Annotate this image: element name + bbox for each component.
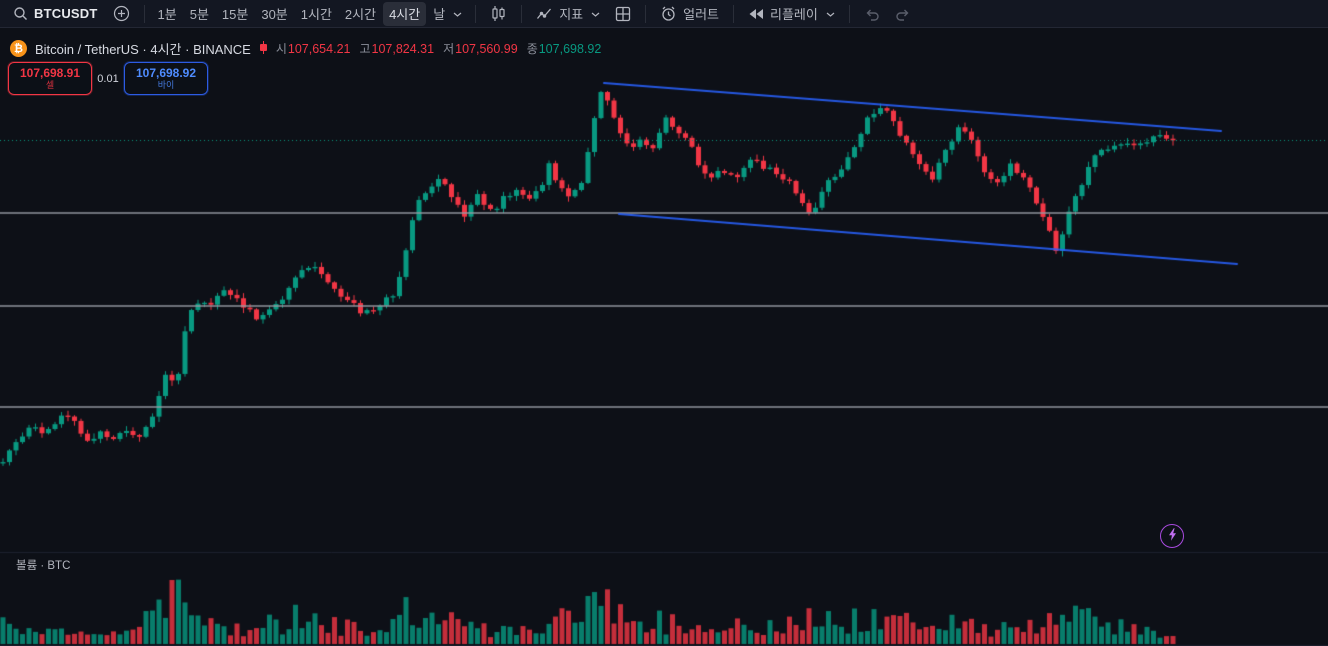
alarm-clock-icon <box>660 5 677 22</box>
toolbar-separator <box>521 4 523 23</box>
interval-day-label: 날 <box>433 7 446 22</box>
indicator-line-icon <box>536 5 553 22</box>
alert-button[interactable]: 얼러트 <box>653 2 726 26</box>
ohlc-close: 종107,698.92 <box>526 42 602 56</box>
plus-circle-icon <box>113 5 130 22</box>
lightning-bolt-icon <box>1168 528 1177 544</box>
trade-widget: 107,698.91 셀 0.01 107,698.92 바이 <box>8 62 208 95</box>
toolbar-separator <box>733 4 735 23</box>
interval-button-4h[interactable]: 4시간 <box>383 1 427 26</box>
add-symbol-button[interactable] <box>106 2 137 26</box>
chart-legend: ₿ Bitcoin / TetherUS · 4시간 · BINANCE 시10… <box>10 39 601 58</box>
chart-type-button[interactable] <box>483 2 514 26</box>
layout-select-button[interactable] <box>608 2 638 26</box>
replay-button[interactable]: 리플레이 <box>741 2 842 26</box>
indicators-button[interactable]: 지표 <box>529 2 607 26</box>
ohlc-high: 고107,824.31 <box>359 42 435 56</box>
sell-button[interactable]: 107,698.91 셀 <box>8 62 92 95</box>
search-icon <box>13 6 28 21</box>
current-symbol-label: BTCUSDT <box>34 6 98 21</box>
top-toolbar: BTCUSDT 1분 5분 15분 30분 1시간 2시간 4시간 날 <box>0 0 1328 28</box>
alert-label: 얼러트 <box>683 7 720 22</box>
sell-label: 셀 <box>45 80 55 90</box>
interval-button-30m[interactable]: 30분 <box>255 2 293 26</box>
symbol-title[interactable]: Bitcoin / TetherUS · 4시간 · BINANCE <box>35 42 251 57</box>
chevron-down-icon <box>591 12 600 17</box>
undo-arrow-icon <box>864 6 880 22</box>
interval-button-1m[interactable]: 1분 <box>152 2 183 26</box>
toolbar-separator <box>475 4 477 23</box>
spread-value: 0.01 <box>97 72 119 85</box>
rewind-icon <box>748 8 764 20</box>
buy-button[interactable]: 107,698.92 바이 <box>124 62 208 95</box>
interval-button-day[interactable]: 날 <box>427 2 468 26</box>
toolbar-separator <box>143 4 145 23</box>
interval-button-15m[interactable]: 15분 <box>216 2 254 26</box>
redo-arrow-icon <box>895 6 911 22</box>
ohlc-open: 시107,654.21 <box>275 42 351 56</box>
ohlc-low: 저107,560.99 <box>443 42 518 56</box>
toolbar-separator <box>645 4 647 23</box>
undo-button[interactable] <box>857 2 887 26</box>
bitcoin-logo-icon: ₿ <box>10 40 27 57</box>
interval-button-2h[interactable]: 2시간 <box>339 2 382 26</box>
sell-price: 107,698.91 <box>19 66 81 80</box>
ohlc-values: 시107,654.21 고107,824.31 저107,560.99 종107… <box>276 40 601 57</box>
candle-indicator-icon <box>259 40 268 57</box>
buy-price: 107,698.92 <box>135 66 197 80</box>
volume-pane-legend[interactable]: 볼륨 · BTC <box>16 560 71 572</box>
candlestick-icon <box>490 5 507 22</box>
interval-button-1h[interactable]: 1시간 <box>295 2 338 26</box>
layout-grid-icon <box>615 6 631 22</box>
buy-label: 바이 <box>157 80 175 90</box>
chevron-down-icon <box>453 12 462 17</box>
symbol-search-button[interactable]: BTCUSDT <box>6 2 105 26</box>
redo-button[interactable] <box>888 2 918 26</box>
lightning-bolt-button[interactable] <box>1160 524 1184 548</box>
toolbar-separator <box>848 4 850 23</box>
chevron-down-icon <box>826 12 835 17</box>
indicators-label: 지표 <box>559 7 584 22</box>
replay-label: 리플레이 <box>770 7 818 22</box>
interval-button-5m[interactable]: 5분 <box>184 2 215 26</box>
